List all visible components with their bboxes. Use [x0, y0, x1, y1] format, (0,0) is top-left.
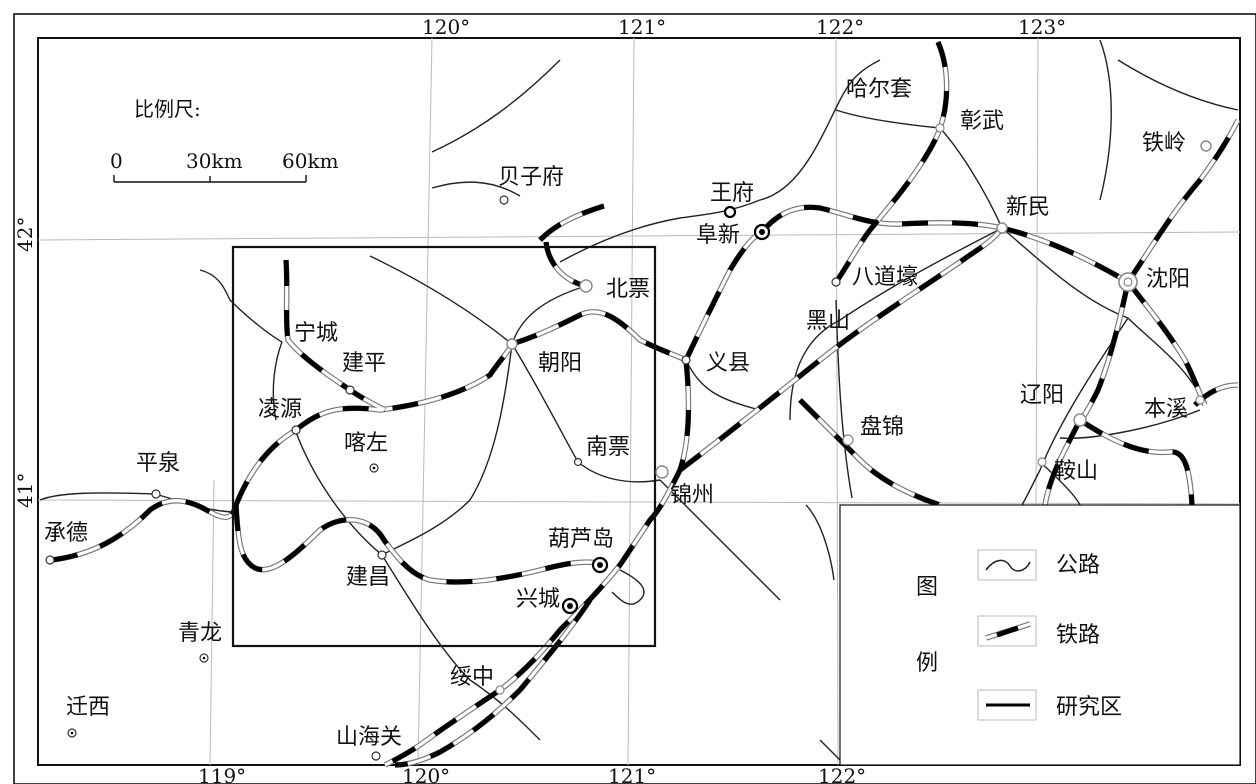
label-liaoyang: 辽阳 [1020, 383, 1064, 408]
label-qianxi: 迁西 [66, 695, 110, 720]
marker-tieling [1200, 140, 1212, 152]
map-frame [37, 37, 1241, 766]
coord-left-42: 42° [13, 217, 37, 252]
label-anshan: 鞍山 [1054, 459, 1098, 484]
coord-left-41: 41° [13, 473, 37, 508]
coord-bottom-120: 120° [402, 764, 450, 784]
label-huludao: 葫芦岛 [548, 527, 614, 552]
marker-jianchang [377, 550, 387, 560]
outer-frame [13, 13, 1256, 784]
label-xingcheng: 兴城 [516, 587, 560, 612]
label-nanpiao: 南票 [586, 435, 630, 460]
marker-lingyuan [291, 425, 301, 435]
marker-anshan [1037, 457, 1047, 467]
marker-xinmin [996, 222, 1008, 234]
marker-jinzhou [655, 465, 669, 479]
bottom-coordinates: 119° 120° 121° 122° [198, 764, 866, 784]
railways [51, 40, 1241, 768]
coord-top-121: 121° [618, 15, 666, 39]
label-xinmin: 新民 [1006, 195, 1050, 220]
city-markers [45, 123, 1212, 761]
marker-nanpiao [573, 457, 583, 467]
label-wangfu: 王府 [710, 181, 754, 206]
scale-tick-30: 30km [186, 149, 243, 173]
label-panjin: 盘锦 [860, 415, 904, 440]
marker-badaohao [831, 277, 841, 287]
label-jinzhou: 锦州 [670, 483, 714, 508]
legend-rail-label: 铁路 [1056, 623, 1100, 648]
study-area-box [231, 245, 657, 648]
label-beipiao: 北票 [606, 277, 650, 302]
coord-bottom-119: 119° [198, 764, 246, 784]
label-pingquan: 平泉 [136, 451, 180, 476]
label-shanhaiguan: 山海关 [336, 725, 402, 750]
label-ningcheng: 宁城 [294, 321, 338, 346]
marker-wangfu [723, 205, 737, 219]
left-coordinates: 42° 41° [13, 217, 37, 508]
scale-title: 比例尺: [134, 97, 201, 121]
scale-bar: 比例尺: 0 30km 60km [110, 97, 339, 183]
marker-pingquan [151, 489, 161, 499]
marker-panjin [842, 434, 854, 446]
marker-yixian [681, 355, 691, 365]
label-chaoyang: 朝阳 [538, 351, 582, 376]
label-tieling: 铁岭 [1142, 131, 1186, 156]
coord-top-122: 122° [816, 15, 864, 39]
marker-shanhaiguan [371, 751, 381, 761]
marker-beizifu [499, 195, 509, 205]
scale-tick-60: 60km [282, 149, 339, 173]
marker-chengde [45, 555, 55, 565]
coord-bottom-122: 122° [818, 764, 866, 784]
marker-liaoyang [1073, 413, 1087, 427]
label-badaohao: 八道壕 [852, 265, 918, 290]
city-labels: 哈尔套 彰武 铁岭 贝子府 王府 阜新 新民 八道壕 沈阳 北票 黑山 宁城 建… [44, 77, 1190, 750]
roads [39, 39, 1239, 766]
label-heishan: 黑山 [806, 309, 850, 334]
marker-beipiao [579, 279, 593, 293]
label-lingyuan: 凌源 [258, 397, 302, 422]
label-fuxin: 阜新 [696, 223, 740, 248]
legend-title-2: 例 [916, 651, 938, 676]
label-qinglong: 青龙 [178, 621, 222, 646]
marker-jianping [345, 385, 355, 395]
label-kazuo: 喀左 [344, 431, 388, 456]
label-jianping: 建平 [342, 351, 386, 376]
label-shenyang: 沈阳 [1146, 267, 1190, 292]
label-jianchang: 建昌 [346, 565, 390, 590]
coord-top-123: 123° [1018, 15, 1066, 39]
label-haertao: 哈尔套 [846, 77, 912, 102]
coord-bottom-121: 121° [608, 764, 656, 784]
legend: 图 例 公路 铁路 研究区 [916, 549, 1122, 721]
coord-top-120: 120° [422, 15, 470, 39]
legend-panel [839, 504, 1241, 766]
marker-suizhong [495, 685, 505, 695]
marker-chaoyang [506, 338, 518, 350]
marker-zhangwu [935, 123, 945, 133]
label-beizifu: 贝子府 [498, 165, 564, 190]
top-coordinates: 120° 121° 122° 123° [422, 15, 1066, 39]
legend-road-swatch [977, 549, 1037, 581]
label-chengde: 承德 [44, 521, 88, 546]
label-benxi: 本溪 [1144, 397, 1188, 422]
label-zhangwu: 彰武 [960, 109, 1004, 134]
legend-title-1: 图 [916, 575, 938, 600]
scale-tick-0: 0 [110, 149, 123, 173]
legend-study-label: 研究区 [1056, 695, 1122, 720]
label-yixian: 义县 [706, 351, 750, 376]
legend-road-label: 公路 [1056, 553, 1100, 578]
marker-benxi [1195, 395, 1205, 405]
label-suizhong: 绥中 [450, 665, 494, 690]
